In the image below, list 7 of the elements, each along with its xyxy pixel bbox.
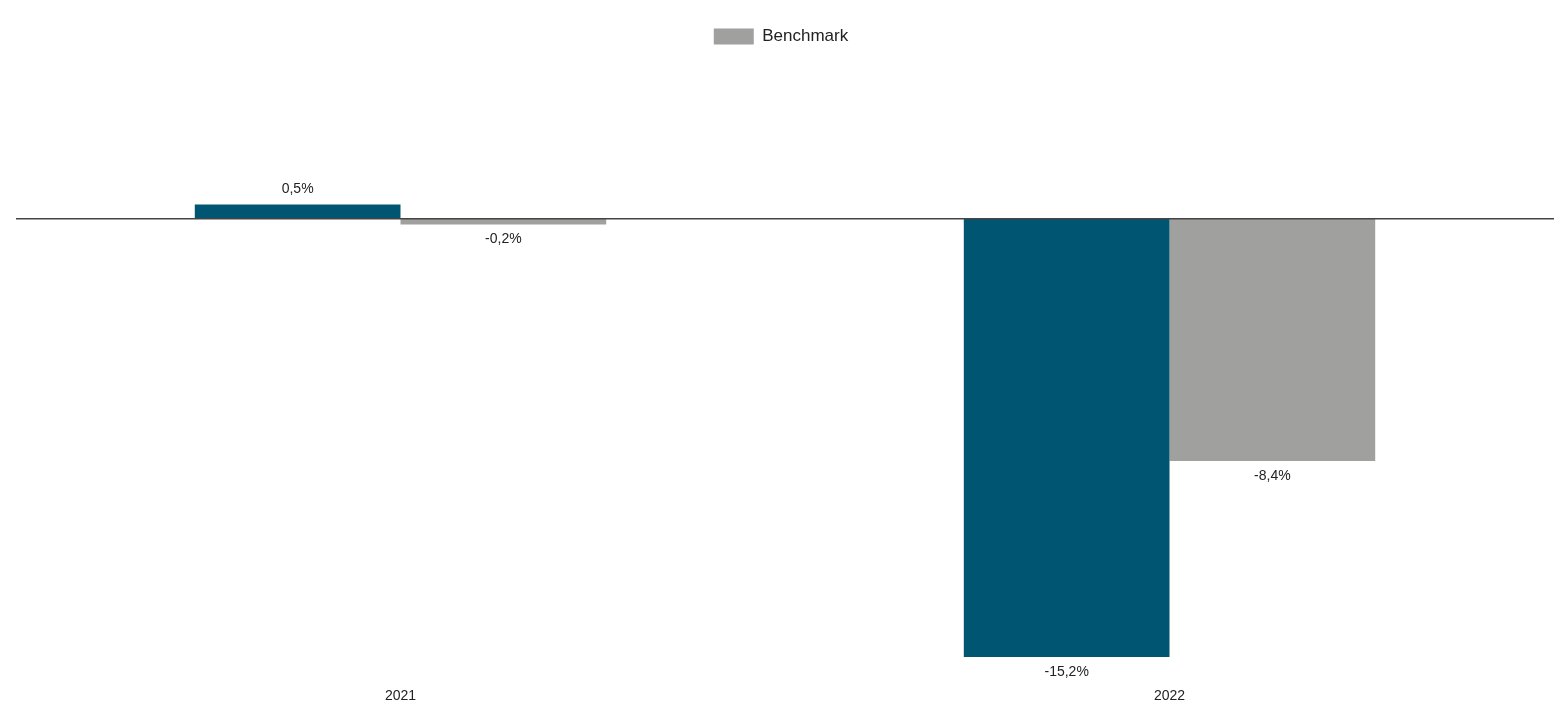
data-label: -0,2% <box>485 230 522 247</box>
x-tick-label: 2021 <box>384 687 417 704</box>
data-label: -15,2% <box>1044 662 1089 679</box>
x-tick-label: 2022 <box>1153 687 1186 704</box>
legend-label: Benchmark <box>762 26 849 46</box>
data-label: 0,5% <box>281 180 314 197</box>
data-label: -8,4% <box>1254 466 1291 483</box>
